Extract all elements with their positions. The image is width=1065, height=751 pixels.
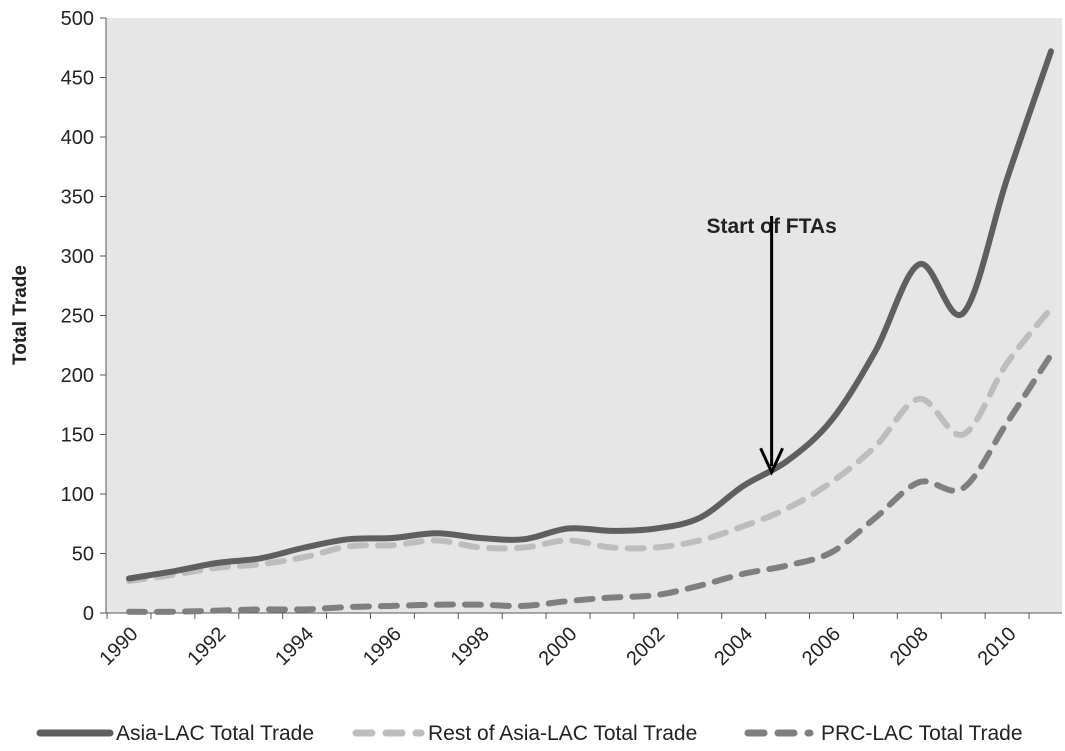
- x-tick-label: 1996: [359, 623, 406, 670]
- y-tick-label: 200: [61, 365, 94, 387]
- y-tick-label: 350: [61, 187, 94, 209]
- legend-label-2: PRC-LAC Total Trade: [821, 722, 1023, 745]
- y-tick-label: 100: [61, 484, 94, 506]
- y-tick-label: 500: [61, 8, 94, 30]
- x-tick-label: 1992: [183, 623, 230, 670]
- legend-label-1: Rest of Asia-LAC Total Trade: [428, 722, 697, 745]
- x-tick-label: 1998: [447, 623, 494, 670]
- x-tick-label: 2008: [886, 623, 933, 670]
- x-tick-label: 2002: [622, 623, 669, 670]
- x-tick-label: 1990: [96, 623, 143, 670]
- legend-label-0: Asia-LAC Total Trade: [116, 722, 314, 745]
- x-tick-label: 2000: [535, 623, 582, 670]
- x-tick-label: 2006: [798, 623, 845, 670]
- x-tick-label: 2004: [710, 623, 757, 670]
- y-tick-label: 50: [72, 544, 94, 566]
- y-tick-label: 0: [83, 603, 94, 625]
- y-tick-label: 250: [61, 306, 94, 328]
- y-tick-label: 300: [61, 246, 94, 268]
- x-tick-label: 1994: [271, 623, 318, 670]
- y-axis-label: Total Trade: [10, 265, 31, 365]
- y-tick-label: 400: [61, 127, 94, 149]
- y-tick-label: 450: [61, 68, 94, 90]
- y-tick-label: 150: [61, 425, 94, 447]
- plot-area: [106, 18, 1062, 613]
- x-tick-label: 2010: [974, 623, 1021, 670]
